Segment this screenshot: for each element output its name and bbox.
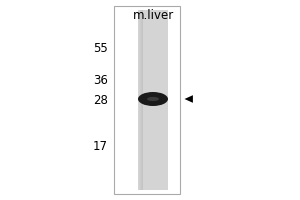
Ellipse shape xyxy=(138,92,168,106)
Bar xyxy=(140,10,141,190)
Bar xyxy=(138,10,139,190)
Text: 17: 17 xyxy=(93,140,108,152)
Text: m.liver: m.liver xyxy=(132,9,174,22)
Bar xyxy=(141,10,142,190)
Text: 55: 55 xyxy=(93,42,108,54)
Polygon shape xyxy=(184,95,193,103)
Text: 28: 28 xyxy=(93,94,108,106)
Text: 36: 36 xyxy=(93,73,108,86)
Bar xyxy=(138,10,168,190)
Bar xyxy=(139,10,140,190)
Bar xyxy=(114,6,180,194)
Ellipse shape xyxy=(147,97,159,101)
